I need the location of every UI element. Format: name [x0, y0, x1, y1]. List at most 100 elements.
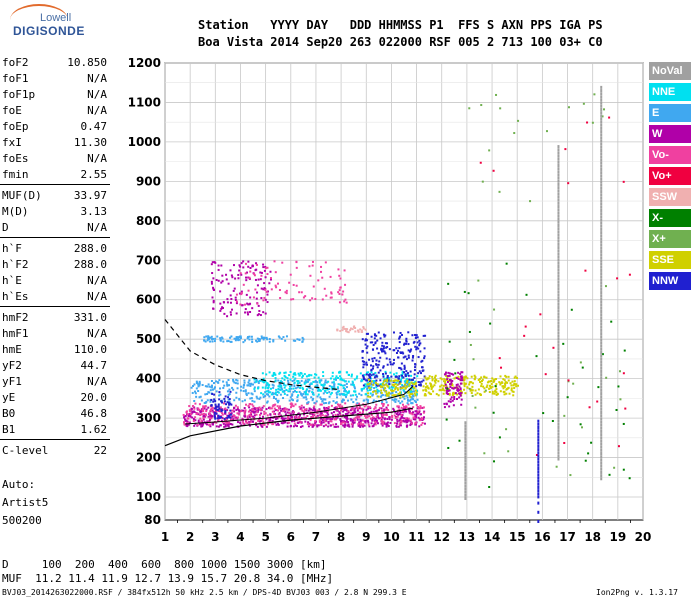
- data-point: [372, 380, 375, 383]
- data-point: [251, 393, 254, 396]
- data-point: [292, 411, 295, 414]
- data-point: [470, 392, 473, 395]
- data-point: [320, 270, 323, 273]
- data-point: [350, 375, 353, 378]
- data-point: [210, 407, 213, 410]
- data-point: [226, 383, 229, 386]
- data-point: [289, 396, 292, 399]
- data-point: [537, 454, 540, 458]
- legend-item: W: [649, 125, 691, 143]
- data-point: [240, 385, 243, 388]
- data-point: [339, 378, 342, 381]
- data-point: [281, 419, 284, 422]
- data-point: [247, 392, 250, 395]
- data-point: [582, 102, 585, 105]
- data-point: [505, 388, 508, 391]
- data-point: [471, 382, 474, 385]
- data-point: [208, 412, 211, 415]
- data-point: [202, 418, 205, 421]
- data-point: [417, 372, 420, 375]
- data-point: [418, 425, 421, 428]
- data-point: [212, 337, 215, 340]
- data-point: [296, 338, 299, 341]
- data-point: [261, 386, 264, 389]
- data-point: [217, 279, 220, 282]
- data-point: [557, 403, 560, 407]
- data-point: [314, 379, 317, 382]
- data-point: [420, 360, 423, 363]
- data-point: [398, 341, 401, 344]
- data-point: [314, 420, 317, 423]
- data-point: [310, 408, 313, 411]
- data-point: [579, 423, 582, 426]
- data-point: [361, 425, 364, 428]
- data-point: [414, 418, 417, 421]
- data-point: [251, 383, 254, 386]
- data-point: [427, 387, 430, 390]
- data-point: [292, 375, 295, 378]
- data-point: [382, 374, 385, 377]
- data-point: [234, 382, 237, 385]
- data-point: [356, 406, 359, 409]
- data-point: [557, 378, 560, 382]
- data-point: [442, 388, 445, 391]
- data-point: [342, 325, 345, 328]
- data-point: [360, 407, 363, 410]
- data-point: [322, 371, 325, 374]
- x-tick-label: 13: [459, 530, 476, 544]
- data-point: [456, 383, 459, 386]
- data-point: [304, 379, 307, 382]
- data-point: [230, 403, 233, 406]
- data-point: [347, 373, 350, 376]
- data-point: [544, 373, 547, 376]
- data-point: [503, 385, 506, 388]
- data-point: [388, 418, 391, 421]
- data-point: [289, 415, 292, 418]
- data-point: [412, 341, 415, 344]
- data-point: [505, 428, 508, 431]
- data-point: [374, 422, 377, 425]
- param-value: N/A: [87, 221, 107, 234]
- data-point: [479, 393, 482, 396]
- data-point: [297, 416, 300, 419]
- data-point: [390, 418, 393, 421]
- data-point: [351, 419, 354, 422]
- data-point: [399, 417, 402, 420]
- data-point: [386, 380, 389, 383]
- data-point: [478, 377, 481, 380]
- data-point: [193, 406, 196, 409]
- data-point: [449, 383, 452, 386]
- data-point: [311, 425, 314, 428]
- data-point: [408, 410, 411, 413]
- data-point: [312, 285, 315, 288]
- data-point: [247, 260, 250, 263]
- data-point: [236, 338, 239, 341]
- data-point: [358, 421, 361, 424]
- data-point: [331, 375, 334, 378]
- data-point: [600, 306, 603, 310]
- data-point: [326, 411, 329, 414]
- data-point: [247, 289, 250, 292]
- data-point: [537, 467, 540, 471]
- data-point: [512, 394, 515, 397]
- data-point: [244, 409, 247, 412]
- data-point: [362, 363, 365, 366]
- data-point: [288, 390, 291, 393]
- data-point: [238, 292, 241, 295]
- data-point: [256, 314, 259, 317]
- data-point: [338, 274, 341, 277]
- data-point: [557, 441, 560, 445]
- data-point: [323, 408, 326, 411]
- data-point: [525, 293, 528, 296]
- data-point: [277, 391, 280, 394]
- data-point: [400, 362, 403, 365]
- data-point: [300, 379, 303, 382]
- data-point: [276, 401, 279, 404]
- data-point: [274, 284, 277, 287]
- data-point: [401, 370, 404, 373]
- data-point: [214, 410, 217, 413]
- data-point: [600, 218, 603, 222]
- data-point: [343, 409, 346, 412]
- param-separator: [0, 306, 110, 307]
- data-point: [253, 387, 256, 390]
